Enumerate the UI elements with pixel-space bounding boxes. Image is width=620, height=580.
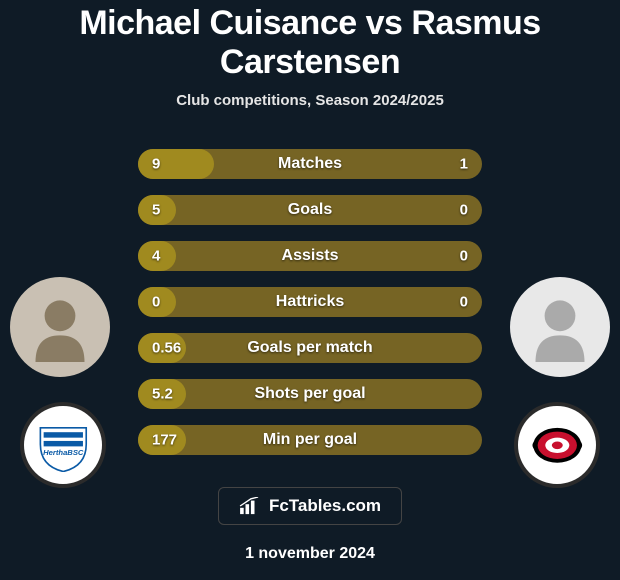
club2-logo [514, 402, 600, 488]
stat-label: Goals per match [247, 339, 372, 357]
stat-bars: 9 Matches 1 5 Goals 0 4 Assists 0 0 Hattricks 0 0.56… [138, 149, 482, 455]
player1-name: Michael Cuisance [79, 4, 356, 42]
stat-label: Goals [288, 201, 332, 219]
stat-row: 177 Min per goal [138, 425, 482, 455]
stat-value-right: 0 [460, 294, 468, 311]
date-text: 1 november 2024 [245, 545, 375, 563]
stat-value-right: 1 [460, 156, 468, 173]
stat-value-left: 0.56 [152, 340, 181, 357]
stat-value-left: 5.2 [152, 386, 173, 403]
stat-row: 0 Hattricks 0 [138, 287, 482, 317]
brand-badge: FcTables.com [218, 487, 402, 525]
club-crest-icon: HerthaBSC [36, 418, 91, 473]
stat-bar-fill [138, 149, 214, 179]
stat-label: Matches [278, 155, 342, 173]
stat-value-left: 9 [152, 156, 160, 173]
svg-text:HerthaBSC: HerthaBSC [43, 448, 84, 457]
stat-value-right: 0 [460, 248, 468, 265]
stat-row: 5 Goals 0 [138, 195, 482, 225]
stat-value-left: 177 [152, 432, 177, 449]
comparison-title: Michael Cuisance vs Rasmus Carstensen [0, 4, 620, 82]
stat-value-left: 4 [152, 248, 160, 265]
stat-row: 4 Assists 0 [138, 241, 482, 271]
stat-value-left: 5 [152, 202, 160, 219]
stat-value-right: 0 [460, 202, 468, 219]
stat-label: Min per goal [263, 431, 357, 449]
stat-label: Assists [282, 247, 339, 265]
subtitle: Club competitions, Season 2024/2025 [176, 92, 444, 109]
player1-avatar [10, 277, 110, 377]
vs-text: vs [366, 4, 403, 42]
stat-row: 5.2 Shots per goal [138, 379, 482, 409]
stat-row: 0.56 Goals per match [138, 333, 482, 363]
brand-text: FcTables.com [269, 496, 381, 516]
player2-avatar [510, 277, 610, 377]
stats-area: 9 Matches 1 5 Goals 0 4 Assists 0 0 Hattricks 0 0.56… [0, 149, 620, 455]
stat-label: Hattricks [276, 293, 344, 311]
person-icon [25, 287, 95, 367]
stat-label: Shots per goal [254, 385, 365, 403]
club1-logo: HerthaBSC [20, 402, 106, 488]
person-icon [525, 287, 595, 367]
bar-chart-icon [239, 497, 261, 515]
stat-row: 9 Matches 1 [138, 149, 482, 179]
stat-value-left: 0 [152, 294, 160, 311]
hurricane-icon [530, 418, 585, 473]
